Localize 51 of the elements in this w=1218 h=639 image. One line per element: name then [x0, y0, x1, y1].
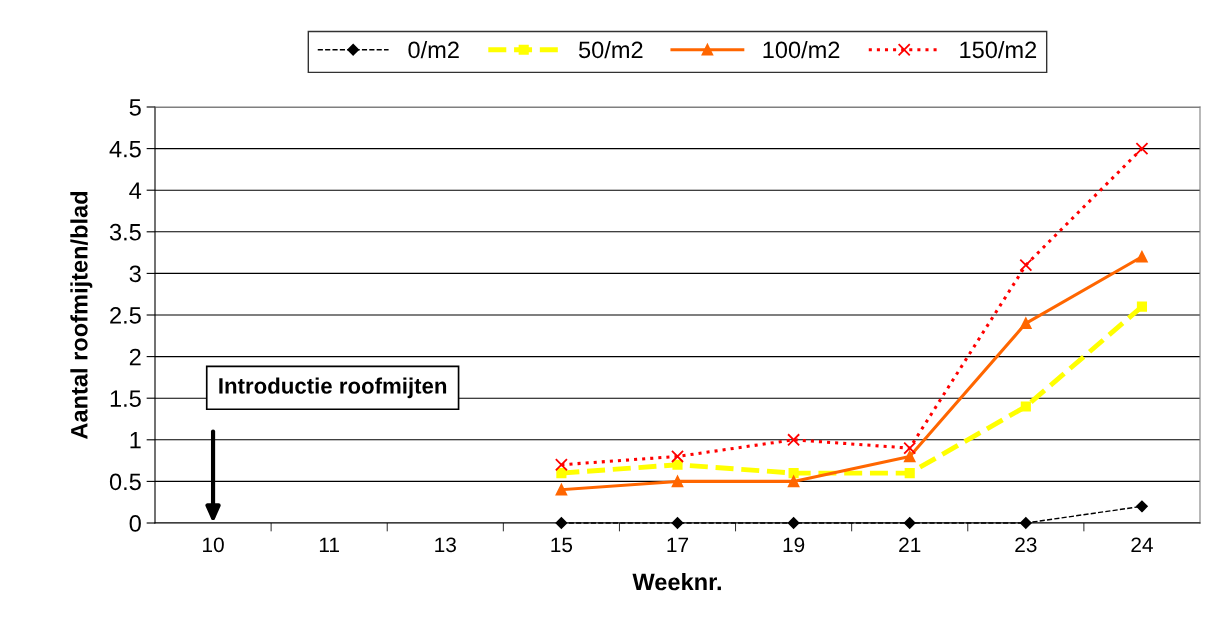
point	[1135, 142, 1149, 156]
point	[556, 468, 567, 479]
point	[671, 475, 684, 488]
point	[1136, 301, 1148, 312]
point	[671, 517, 684, 529]
x-tick-label: 19	[783, 537, 805, 553]
point	[904, 468, 915, 479]
x-tick-label: 23	[1015, 537, 1037, 553]
legend-label: 150/m2	[960, 40, 1037, 59]
point	[787, 475, 800, 488]
point	[555, 483, 568, 496]
x-tick-label: 11	[319, 537, 339, 552]
point	[903, 517, 916, 529]
legend-label: 0/m2	[408, 40, 459, 59]
y-tick-label: 2.5	[110, 307, 141, 324]
x-tick-label: 10	[203, 537, 224, 553]
x-tick-label: 15	[551, 537, 573, 553]
y-tick-label: 0	[129, 515, 141, 532]
point	[555, 517, 568, 529]
y-tick-label: 4	[129, 182, 142, 199]
y-tick-label: 4.5	[109, 140, 141, 158]
y-axis-title: Aantal roofmijten/blad	[70, 191, 93, 440]
point	[1020, 517, 1032, 529]
point	[1136, 250, 1148, 263]
y-tick-label: 1	[130, 432, 141, 449]
x-axis-title: Weeknr.	[632, 572, 721, 591]
point	[1019, 258, 1033, 272]
y-tick-label: 3	[129, 265, 141, 283]
point	[787, 517, 800, 529]
x-tick-label: 13	[435, 537, 456, 553]
annotation: Introductie roofmijten	[219, 377, 447, 399]
point	[903, 441, 917, 455]
y-tick-label: 0.5	[109, 473, 141, 491]
x-tick-label: 21	[899, 537, 921, 552]
point	[1020, 317, 1032, 330]
point	[1136, 500, 1148, 513]
y-tick-label: 1.5	[110, 390, 141, 407]
x-tick-label: 17	[667, 537, 689, 552]
legend-label: 100/m2	[763, 40, 840, 59]
point	[787, 433, 801, 447]
y-tick-label: 5	[129, 99, 141, 116]
point	[672, 459, 683, 470]
point	[554, 458, 568, 472]
point	[1020, 401, 1031, 412]
x-tick-label: 24	[1131, 537, 1153, 552]
point	[788, 468, 799, 479]
y-tick-label: 3.5	[109, 223, 141, 241]
y-tick-label: 2	[129, 348, 141, 366]
point	[903, 450, 916, 463]
point	[671, 449, 684, 463]
legend-label: 50/m2	[578, 40, 643, 59]
